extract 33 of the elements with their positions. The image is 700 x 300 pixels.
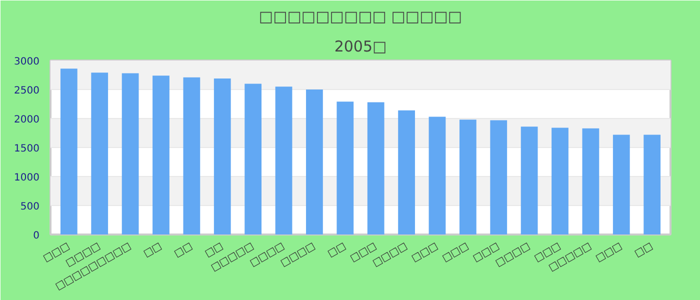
bar [214, 78, 231, 234]
bar [459, 120, 476, 234]
bar [60, 68, 78, 234]
x-tick-label: □□ [326, 240, 348, 260]
x-tick-label: □□ [632, 240, 655, 260]
bar [183, 77, 200, 234]
bar [428, 116, 446, 234]
bar [306, 90, 323, 234]
bar [644, 134, 661, 234]
x-tick-label: □□ [172, 240, 194, 260]
x-tick-label: □□ [142, 240, 164, 260]
chart-title: □□□□□□□□□ □□□□□ [258, 8, 462, 26]
bar [244, 84, 262, 234]
bar [152, 76, 170, 234]
bar [367, 102, 384, 234]
y-tick-label: 1000 [14, 172, 40, 184]
y-tick-label: 500 [20, 202, 40, 212]
y-tick-label: 0 [33, 230, 40, 242]
bar [520, 126, 538, 234]
bar [490, 120, 508, 234]
bar [91, 72, 108, 234]
bar [122, 73, 139, 234]
bar [582, 128, 600, 234]
y-tick-label: 2500 [14, 86, 40, 96]
y-tick-label: 3000 [14, 56, 40, 68]
y-tick-label: 1500 [14, 144, 40, 154]
bar [275, 86, 292, 234]
chart-subtitle: 2005□ [334, 38, 387, 56]
bar [612, 134, 630, 234]
bar [336, 102, 354, 234]
bar [398, 110, 415, 234]
bar [552, 128, 568, 234]
y-tick-label: 2000 [14, 114, 40, 126]
